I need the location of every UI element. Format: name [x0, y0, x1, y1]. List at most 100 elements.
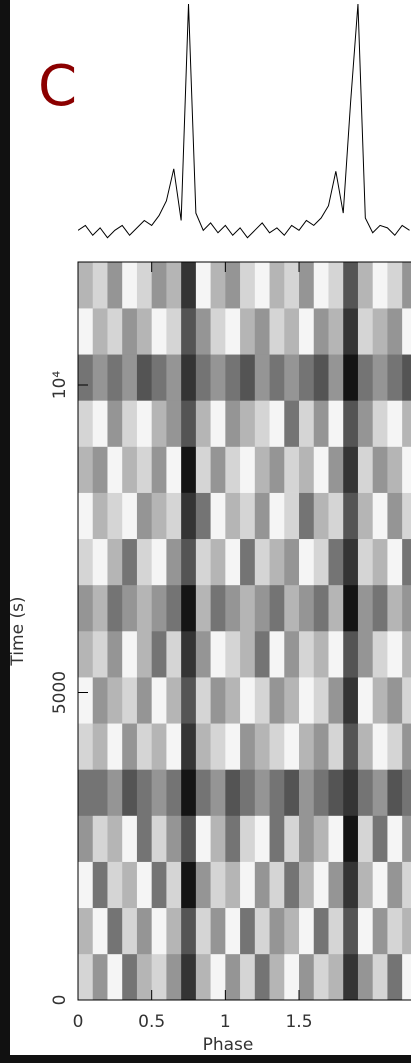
- heat-cell: [107, 631, 123, 678]
- heat-cell: [343, 584, 359, 632]
- heat-cell: [313, 815, 329, 862]
- heat-cell: [254, 446, 270, 493]
- heat-cell: [225, 308, 241, 355]
- heat-cell: [151, 446, 167, 493]
- heat-cell: [284, 262, 300, 309]
- heat-cell: [372, 354, 388, 401]
- heat-cell: [372, 769, 388, 816]
- heat-cell: [240, 953, 256, 1001]
- heat-cell: [269, 308, 285, 355]
- heat-cell: [372, 400, 388, 447]
- heat-cell: [225, 723, 241, 770]
- heat-cell: [402, 815, 411, 862]
- heat-cell: [151, 492, 167, 540]
- heat-cell: [387, 677, 403, 724]
- heat-cell: [210, 262, 226, 309]
- heat-cell: [402, 492, 411, 540]
- heat-cell: [372, 538, 388, 586]
- heat-cell: [122, 262, 138, 309]
- heat-cell: [181, 354, 197, 401]
- heat-cell: [313, 861, 329, 909]
- heat-cell: [240, 861, 256, 909]
- heat-cell: [136, 446, 152, 493]
- heat-cell: [122, 631, 138, 678]
- heat-cell: [269, 861, 285, 909]
- y-tick-label: 10⁴: [50, 371, 70, 400]
- heat-cell: [92, 861, 108, 909]
- heat-cell: [166, 400, 182, 447]
- heat-cell: [284, 769, 300, 816]
- heat-cell: [387, 769, 403, 816]
- heat-cell: [240, 631, 256, 678]
- heat-cell: [343, 769, 359, 816]
- heat-cell: [151, 723, 167, 770]
- heat-cell: [402, 538, 411, 586]
- heat-cell: [181, 815, 197, 862]
- heat-cell: [372, 953, 388, 1001]
- heat-cell: [372, 861, 388, 909]
- heat-cell: [166, 677, 182, 724]
- heat-cell: [92, 815, 108, 862]
- heat-cell: [195, 631, 211, 678]
- heat-cell: [225, 677, 241, 724]
- heat-cell: [313, 769, 329, 816]
- heat-cell: [357, 354, 373, 401]
- heat-cell: [78, 538, 94, 586]
- heat-cell: [78, 769, 94, 816]
- heat-cell: [387, 538, 403, 586]
- pulse-profile: [78, 3, 410, 239]
- heat-cell: [195, 308, 211, 355]
- heat-cell: [284, 953, 300, 1001]
- heat-cell: [372, 584, 388, 632]
- heat-cell: [357, 492, 373, 540]
- heat-cell: [313, 677, 329, 724]
- x-tick-label: 1.5: [285, 1012, 312, 1032]
- heat-cell: [284, 815, 300, 862]
- heat-cell: [313, 354, 329, 401]
- heat-cell: [166, 769, 182, 816]
- heat-cell: [166, 907, 182, 955]
- heat-cell: [402, 584, 411, 632]
- heat-cell: [122, 446, 138, 493]
- heat-cell: [225, 492, 241, 540]
- heat-cell: [328, 723, 344, 770]
- y-axis-label: Time (s): [8, 596, 28, 666]
- y-tick-label: 5000: [50, 671, 70, 714]
- heat-cell: [284, 538, 300, 586]
- heat-cell: [402, 354, 411, 401]
- heat-cell: [181, 308, 197, 355]
- heat-cell: [92, 446, 108, 493]
- heat-cell: [225, 400, 241, 447]
- heat-cell: [269, 584, 285, 632]
- heat-cell: [225, 262, 241, 309]
- heat-cell: [166, 815, 182, 862]
- heat-cell: [372, 631, 388, 678]
- heat-cell: [181, 631, 197, 678]
- heat-cell: [136, 308, 152, 355]
- heat-cell: [240, 308, 256, 355]
- heat-cell: [151, 354, 167, 401]
- heat-cell: [372, 677, 388, 724]
- heat-cell: [357, 538, 373, 586]
- heat-cell: [357, 446, 373, 493]
- heat-cell: [284, 354, 300, 401]
- heat-cell: [166, 538, 182, 586]
- heat-cell: [181, 769, 197, 816]
- heat-cell: [122, 815, 138, 862]
- heat-cell: [136, 262, 152, 309]
- heat-cell: [357, 677, 373, 724]
- heat-cell: [372, 492, 388, 540]
- heat-cell: [402, 677, 411, 724]
- heat-cell: [269, 815, 285, 862]
- x-tick-label: 1: [220, 1012, 231, 1032]
- heat-cell: [387, 953, 403, 1001]
- heat-cell: [254, 769, 270, 816]
- heat-cell: [166, 446, 182, 493]
- heat-cell: [92, 723, 108, 770]
- heat-cell: [328, 953, 344, 1001]
- heat-cell: [166, 861, 182, 909]
- heat-cell: [313, 262, 329, 309]
- heat-cell: [328, 400, 344, 447]
- heat-cell: [136, 538, 152, 586]
- heat-cell: [122, 953, 138, 1001]
